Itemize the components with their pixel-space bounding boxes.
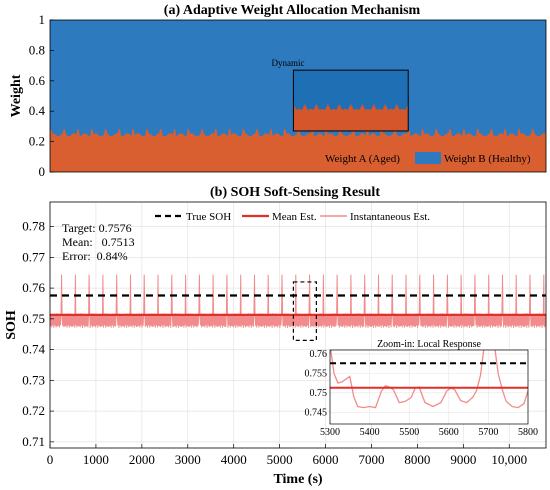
- inset-xtick-label: 5600: [439, 427, 459, 438]
- legend-label-weight-b: Weight B (Healthy): [444, 153, 531, 165]
- panel-b-xlabel: Time (s): [273, 472, 322, 487]
- stat-target: Target: 0.7576: [62, 221, 132, 235]
- dynamic-zoom-box: [292, 69, 409, 132]
- panel-b-x-ticks: 0 1000 2000 3000 4000 5000 6000 7000 8000 9000 10,…: [47, 444, 527, 467]
- panel-b-ytick-label: 0.77: [22, 249, 45, 264]
- inset-x-ticks: 5300 5400 5500 5600 5700 5800: [320, 427, 538, 438]
- zoom-region-box: [292, 281, 317, 341]
- panel-b-xtick-label: 0: [47, 452, 54, 467]
- inset-instantaneous-line: [330, 350, 528, 409]
- panel-a-ytick-label: 0.8: [29, 42, 45, 57]
- legend-label-instantaneous-est: Instantaneous Est.: [350, 211, 430, 223]
- panel-a-ytick-label: 1: [39, 12, 46, 27]
- inset-xtick-label: 5700: [478, 427, 498, 438]
- panel-a-ytick-label: 0.4: [29, 103, 46, 118]
- dynamic-box-fill-orange: [293, 103, 409, 131]
- legend-swatch-weight-a: [296, 152, 322, 164]
- panel-b-xtick-label: 3000: [175, 452, 201, 467]
- inset-xtick-label: 5400: [360, 427, 380, 438]
- inset-y-ticks: 0.745 0.75 0.755 0.76: [305, 349, 328, 418]
- panel-a-axes-frame: [49, 19, 547, 173]
- panel-b-xtick-label: 7000: [358, 452, 384, 467]
- inset-ytick-label: 0.745: [305, 407, 328, 418]
- inset-ytick-label: 0.76: [310, 349, 328, 360]
- panel-b-legend: True SOH Mean Est. Instantaneous Est.: [155, 211, 430, 223]
- inset-clipped-group: [330, 350, 528, 409]
- panel-b-xtick-label: 9000: [450, 452, 476, 467]
- panel-b: (b) SOH Soft-Sensing Result 0.71 0.72 0.73…: [4, 185, 547, 487]
- panel-a: (a) Adaptive Weight Allocation Mechanism…: [9, 3, 547, 179]
- panel-b-ytick-label: 0.74: [22, 342, 45, 357]
- panel-b-xtick-label: 1000: [83, 452, 109, 467]
- legend-label-mean-est: Mean Est.: [272, 211, 317, 223]
- legend-label-true-soh: True SOH: [186, 211, 231, 223]
- panel-a-ytick-label: 0.6: [29, 73, 46, 88]
- zoom-region-rect: [292, 281, 317, 341]
- panel-b-ylabel: SOH: [4, 310, 19, 340]
- inset-ytick-label: 0.75: [310, 388, 328, 399]
- panel-a-ytick-label: 0: [39, 164, 46, 179]
- legend-label-weight-a: Weight A (Aged): [325, 153, 400, 165]
- inset-frame: [329, 349, 529, 425]
- inset-xtick-label: 5300: [320, 427, 340, 438]
- panel-b-ytick-label: 0.72: [22, 403, 45, 418]
- inset-xtick-label: 5500: [399, 427, 419, 438]
- panel-b-xtick-label: 2000: [129, 452, 155, 467]
- panel-a-legend: Weight A (Aged) Weight B (Healthy): [296, 152, 531, 165]
- panel-b-xtick-label: 8000: [404, 452, 430, 467]
- panel-b-axes-frame: [49, 201, 547, 449]
- inset-ytick-label: 0.755: [305, 368, 328, 379]
- panel-b-xtick-label: 10,000: [491, 452, 527, 467]
- panel-b-ytick-label: 0.75: [22, 311, 45, 326]
- stats-box: Target: 0.7576 Mean: 0.7513 Error: 0.84%: [62, 221, 135, 263]
- panel-a-ytick-label: 0.2: [29, 134, 45, 149]
- panel-b-ytick-label: 0.71: [22, 434, 45, 449]
- inset-plot-area: [330, 350, 528, 409]
- panel-b-y-ticks: 0.71 0.72 0.73 0.74 0.75 0.76 0.77 0.78: [22, 219, 54, 449]
- weight-a-area: [50, 128, 546, 172]
- panel-a-y-ticks: 0 0.2 0.4 0.6 0.8 1: [29, 12, 54, 179]
- stat-mean: Mean: 0.7513: [62, 235, 135, 249]
- stat-error: Error: 0.84%: [62, 249, 128, 263]
- inset-xtick-label: 5800: [518, 427, 538, 438]
- panel-b-ytick-label: 0.73: [22, 372, 45, 387]
- legend-swatch-weight-b: [415, 152, 441, 164]
- panel-b-plot-area: [49, 274, 547, 328]
- panel-b-title: (b) SOH Soft-Sensing Result: [210, 185, 380, 200]
- panel-b-ytick-label: 0.78: [22, 219, 45, 234]
- panel-b-xtick-label: 6000: [313, 452, 339, 467]
- panel-b-xtick-label: 5000: [267, 452, 293, 467]
- panel-b-xtick-label: 4000: [221, 452, 247, 467]
- inset-title: Zoom-in: Local Response: [377, 339, 481, 350]
- panel-a-title: (a) Adaptive Weight Allocation Mechanism: [164, 3, 421, 18]
- zoom-inset: Zoom-in: Local Response 0.7450.750.7550.…: [305, 339, 539, 438]
- dynamic-box-outline: [292, 69, 409, 132]
- panel-a-ylabel: Weight: [9, 74, 24, 117]
- panel-b-ytick-label: 0.76: [22, 280, 45, 295]
- dynamic-annotation: Dynamic: [272, 58, 305, 68]
